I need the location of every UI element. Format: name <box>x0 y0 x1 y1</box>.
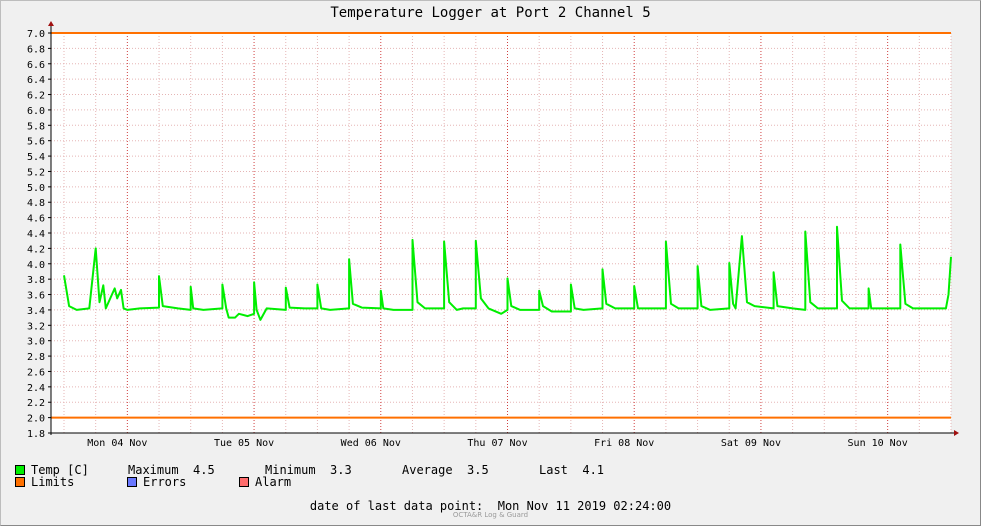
y-tick-label: 4.2 <box>27 244 45 255</box>
stat-maximum: Maximum 4.5 <box>128 463 215 477</box>
stat-minimum-value: 3.3 <box>330 463 352 477</box>
x-axis-arrow <box>954 430 959 436</box>
legend-errors: Errors <box>127 475 186 489</box>
x-tick-label: Tue 05 Nov <box>214 438 274 449</box>
legend-temp-label: Temp [C] <box>31 463 89 477</box>
y-tick-label: 4.8 <box>27 198 45 209</box>
y-tick-label: 5.0 <box>27 183 45 194</box>
stat-minimum-label: Minimum <box>265 463 316 477</box>
legend-limits: Limits <box>15 475 74 489</box>
legend-errors-label: Errors <box>143 475 187 489</box>
x-tick-label: Wed 06 Nov <box>341 438 401 449</box>
y-tick-label: 3.6 <box>27 291 45 302</box>
y-tick-label: 3.4 <box>27 306 45 317</box>
y-tick-label: 6.8 <box>27 44 45 55</box>
y-tick-label: 7.0 <box>27 29 45 40</box>
y-tick-label: 4.0 <box>27 260 45 271</box>
legend-alarm: Alarm <box>239 475 291 489</box>
y-tick-label: 5.2 <box>27 167 45 178</box>
series-line-temp <box>63 225 952 321</box>
legend-alarm-label: Alarm <box>255 475 292 489</box>
y-tick-label: 5.6 <box>27 137 45 148</box>
stat-maximum-label: Maximum <box>128 463 179 477</box>
x-tick-label: Sat 09 Nov <box>721 438 781 449</box>
stat-last-value: 4.1 <box>582 463 605 477</box>
legend-temp: Temp [C] <box>15 463 89 477</box>
y-tick-label: 2.6 <box>27 367 45 378</box>
stat-average-value: 3.5 <box>467 463 489 477</box>
stat-last: Last 4.1 <box>539 463 604 477</box>
y-tick-label: 2.8 <box>27 352 45 363</box>
y-tick-label: 2.2 <box>27 398 45 409</box>
y-tick-label: 1.8 <box>27 429 45 440</box>
y-tick-label: 6.6 <box>27 60 45 71</box>
y-tick-label: 3.8 <box>27 275 45 286</box>
y-tick-label: 4.6 <box>27 214 45 225</box>
alarm-swatch <box>239 477 249 487</box>
credit-text: OCTA&R Log & Guard <box>452 511 529 519</box>
stat-minimum: Minimum 3.3 <box>265 463 352 477</box>
y-tick-label: 4.4 <box>27 229 45 240</box>
y-tick-label: 6.0 <box>27 106 45 117</box>
errors-swatch <box>127 477 137 487</box>
stat-maximum-value: 4.5 <box>193 463 215 477</box>
y-tick-label: 6.4 <box>27 75 45 86</box>
x-tick-label: Sun 10 Nov <box>848 438 908 449</box>
stat-average: Average 3.5 <box>402 463 489 477</box>
x-tick-label: Mon 04 Nov <box>87 438 147 449</box>
legend-limits-label: Limits <box>31 475 75 489</box>
y-tick-label: 2.4 <box>27 383 45 394</box>
y-tick-label: 5.4 <box>27 152 45 163</box>
y-tick-label: 3.0 <box>27 337 45 348</box>
y-tick-label: 5.8 <box>27 121 45 132</box>
y-axis-arrow <box>48 21 54 26</box>
last-data-point: date of last data point: Mon Nov 11 2019… <box>309 499 672 513</box>
chart-title: Temperature Logger at Port 2 Channel 5 <box>330 5 651 21</box>
y-tick-label: 3.2 <box>27 321 45 332</box>
x-tick-label: Fri 08 Nov <box>594 438 654 449</box>
temp-swatch <box>15 465 25 475</box>
stat-last-label: Last <box>539 463 568 477</box>
y-tick-label: 6.2 <box>27 91 45 102</box>
y-tick-label: 2.0 <box>27 414 45 425</box>
limits-swatch <box>15 477 25 487</box>
x-tick-label: Thu 07 Nov <box>467 438 527 449</box>
stat-average-label: Average <box>402 463 453 477</box>
